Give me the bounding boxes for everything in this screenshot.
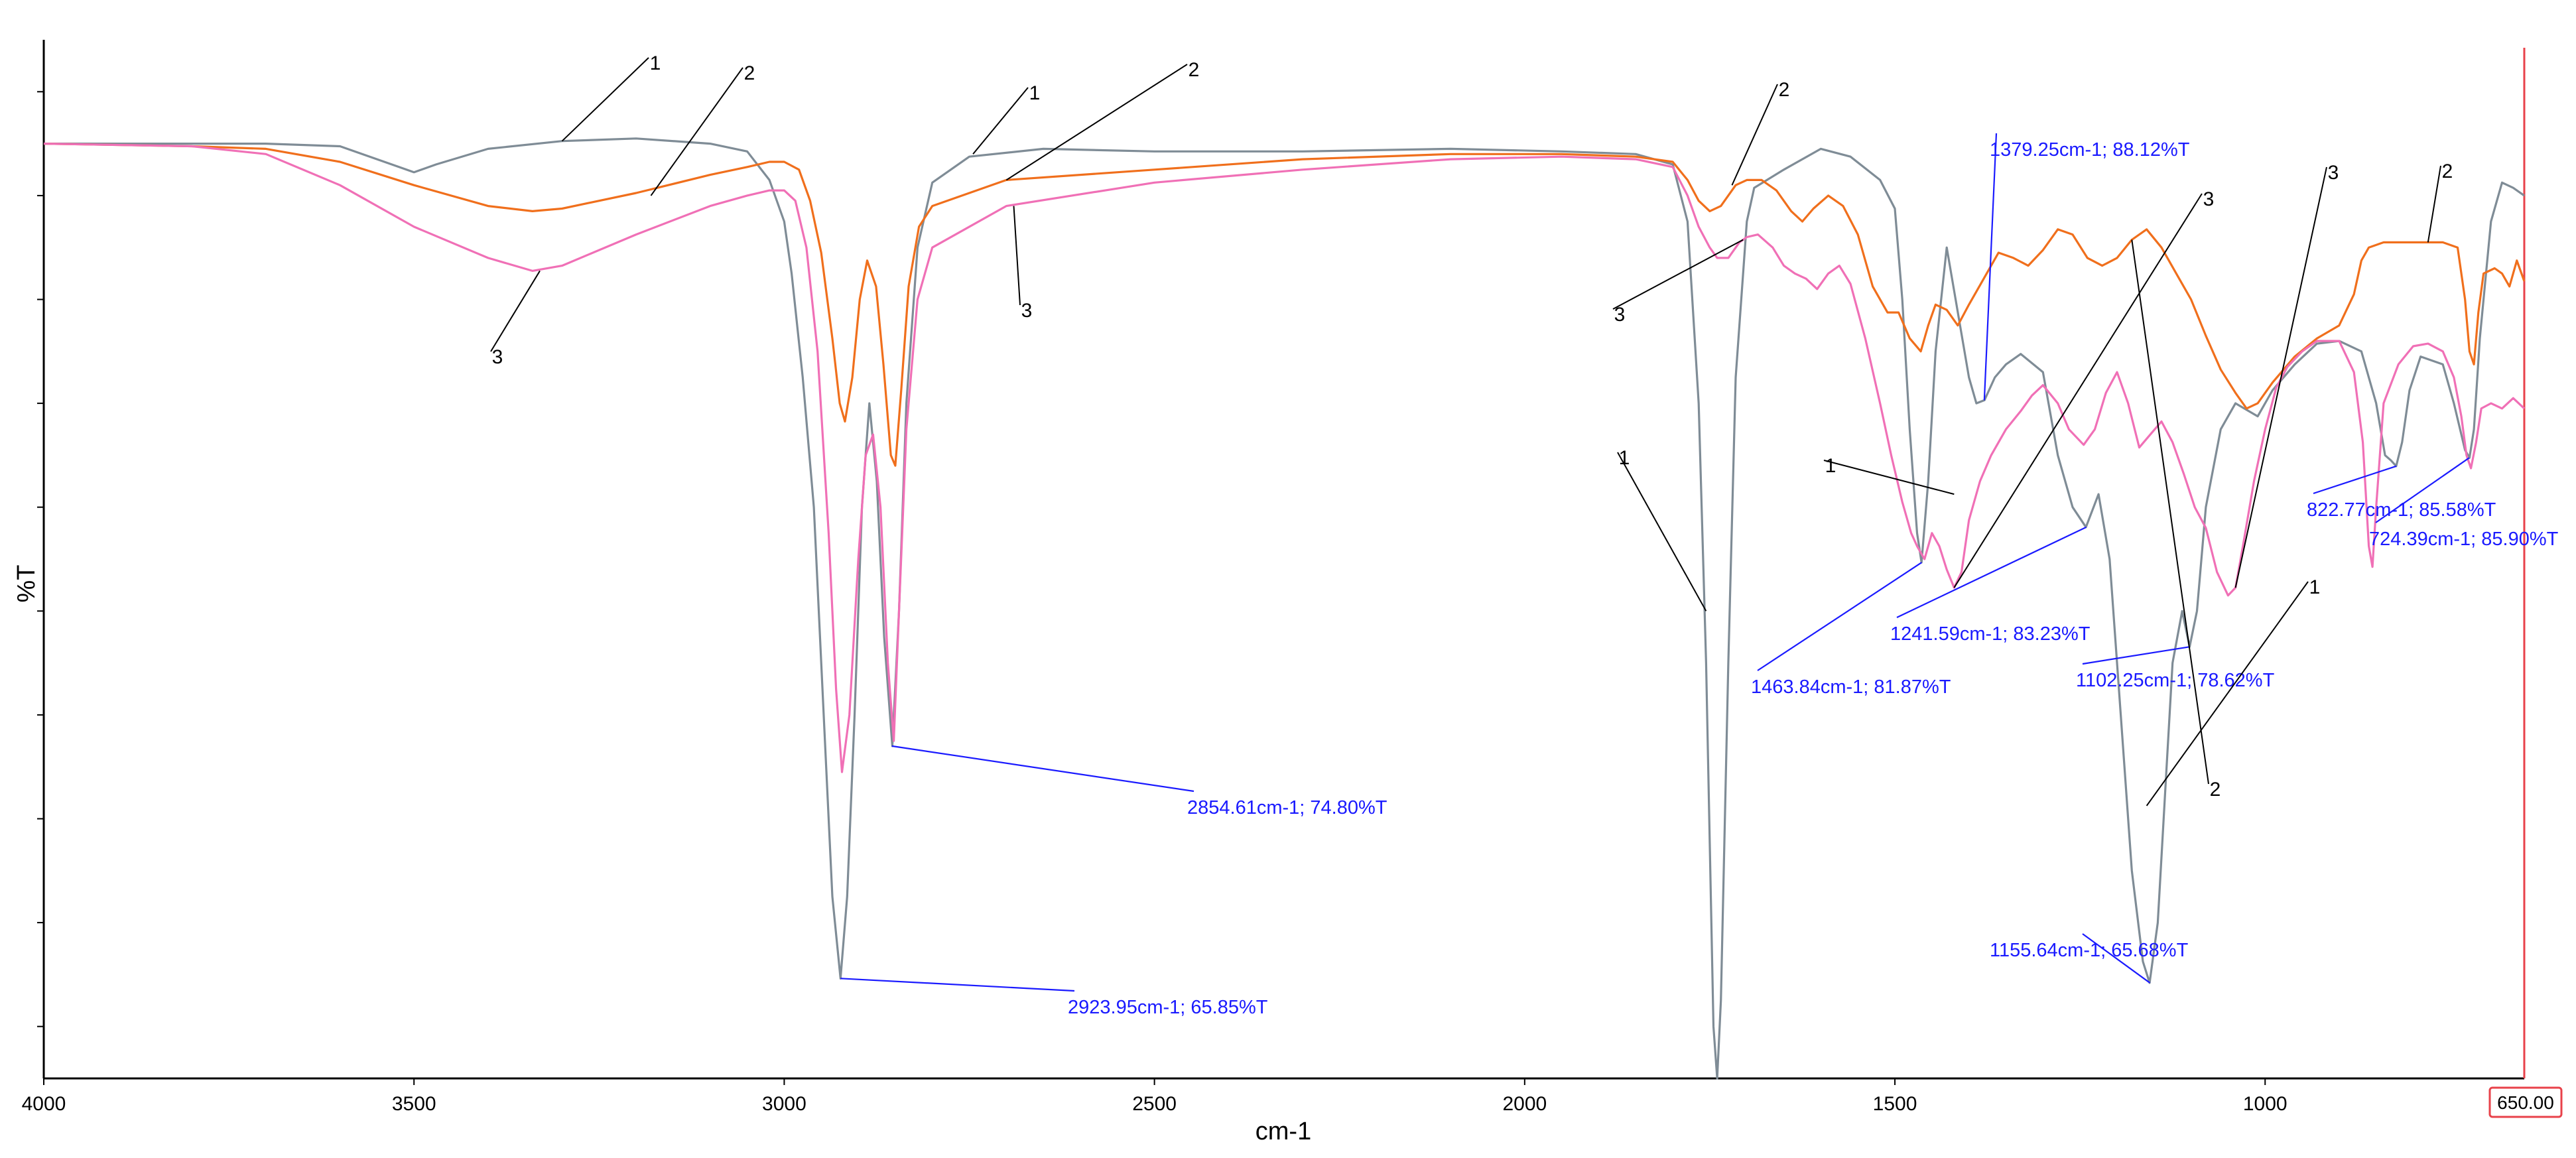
peak-label: 1102.25cm-1; 78.62%T bbox=[2076, 670, 2275, 691]
series-number-label: 3 bbox=[2328, 162, 2339, 184]
series-label-leader bbox=[490, 270, 541, 352]
series-number-label: 2 bbox=[2210, 779, 2221, 801]
cursor-readout[interactable]: 650.00 bbox=[2488, 1086, 2563, 1118]
series-label-leader bbox=[2131, 239, 2209, 785]
series-number-label: 1 bbox=[1029, 82, 1041, 104]
x-tick-label: 4000 bbox=[22, 1093, 66, 1115]
x-axis-ticks: 4000 3500 3000 2500 2000 1500 1000 bbox=[22, 1078, 2287, 1115]
series-number-label: 2 bbox=[1189, 59, 1200, 81]
x-tick-label: 1500 bbox=[1873, 1093, 1917, 1115]
series-2-line bbox=[43, 143, 2526, 467]
series-label-leader bbox=[1953, 193, 2203, 588]
series-label-leader bbox=[2427, 165, 2441, 243]
cursor-readout-value: 650.00 bbox=[2497, 1092, 2554, 1113]
series-label-leader bbox=[650, 67, 743, 196]
peak-leader-line bbox=[891, 745, 1194, 793]
axes: 4000 3500 3000 2500 2000 1500 1000 bbox=[22, 40, 2524, 1115]
peak-annotations: 2923.95cm-1; 65.85%T 2854.61cm-1; 74.80%T… bbox=[840, 133, 2559, 1018]
series-number-labels: 1 2 3 1 2 3 2 3 1 1 3 2 1 3 2 bbox=[490, 52, 2453, 806]
series-3-line bbox=[43, 143, 2526, 773]
x-tick-label: 2000 bbox=[1502, 1093, 1547, 1115]
series-1-line bbox=[44, 137, 2525, 1080]
series-number-label: 3 bbox=[1021, 300, 1033, 322]
peak-label: 822.77cm-1; 85.58%T bbox=[2307, 499, 2496, 521]
peak-leader-line bbox=[1983, 133, 1998, 401]
y-axis-title: %T bbox=[13, 565, 40, 603]
series-number-label: 2 bbox=[2442, 161, 2453, 182]
peak-leader-line bbox=[1896, 526, 2087, 618]
series-label-leader bbox=[1617, 452, 1707, 611]
series-label-leader bbox=[1612, 239, 1744, 310]
series-number-label: 3 bbox=[1614, 304, 1626, 326]
x-tick-label: 2500 bbox=[1132, 1093, 1177, 1115]
peak-label: 1241.59cm-1; 83.23%T bbox=[1890, 623, 2091, 645]
series-number-label: 1 bbox=[1619, 447, 1630, 469]
x-tick-label: 3500 bbox=[392, 1093, 436, 1115]
peak-leader-line bbox=[2082, 646, 2190, 665]
series-number-label: 3 bbox=[2203, 188, 2215, 210]
peak-leader-line bbox=[840, 978, 1075, 992]
peak-leader-line bbox=[2313, 465, 2397, 495]
series-label-leader bbox=[561, 57, 649, 142]
series-label-leader bbox=[972, 87, 1029, 155]
series-number-label: 1 bbox=[650, 52, 661, 74]
series-label-leader bbox=[1731, 84, 1778, 186]
series-label-leader bbox=[1013, 206, 1021, 306]
x-axis-title: cm-1 bbox=[1256, 1118, 1311, 1145]
peak-label: 1155.64cm-1; 65.68%T bbox=[1990, 940, 2189, 961]
peak-leader-line bbox=[2375, 457, 2470, 523]
peak-label: 1463.84cm-1; 81.87%T bbox=[1751, 676, 1951, 698]
series-number-label: 2 bbox=[744, 62, 755, 84]
series-label-leader bbox=[1005, 64, 1188, 181]
peak-label: 2923.95cm-1; 65.85%T bbox=[1068, 997, 1268, 1018]
series-label-leader bbox=[2146, 581, 2309, 806]
spectrum-series bbox=[43, 137, 2526, 1080]
cursor-readout-box bbox=[2488, 1086, 2563, 1118]
peak-label: 1379.25cm-1; 88.12%T bbox=[1990, 139, 2190, 161]
peak-label: 2854.61cm-1; 74.80%T bbox=[1187, 797, 1387, 818]
series-label-leader bbox=[2234, 166, 2327, 588]
series-number-label: 1 bbox=[1825, 455, 1836, 477]
peak-leader-line bbox=[1757, 562, 1923, 671]
series-number-label: 3 bbox=[492, 346, 503, 368]
series-number-label: 1 bbox=[2309, 576, 2321, 598]
x-tick-label: 3000 bbox=[762, 1093, 806, 1115]
x-tick-label: 1000 bbox=[2243, 1093, 2287, 1115]
peak-label: 724.39cm-1; 85.90%T bbox=[2369, 529, 2559, 550]
y-axis-ticks bbox=[37, 91, 44, 1027]
peak-leader-line bbox=[2082, 933, 2151, 984]
series-label-leader bbox=[1823, 460, 1955, 495]
series-number-label: 2 bbox=[1779, 79, 1790, 101]
